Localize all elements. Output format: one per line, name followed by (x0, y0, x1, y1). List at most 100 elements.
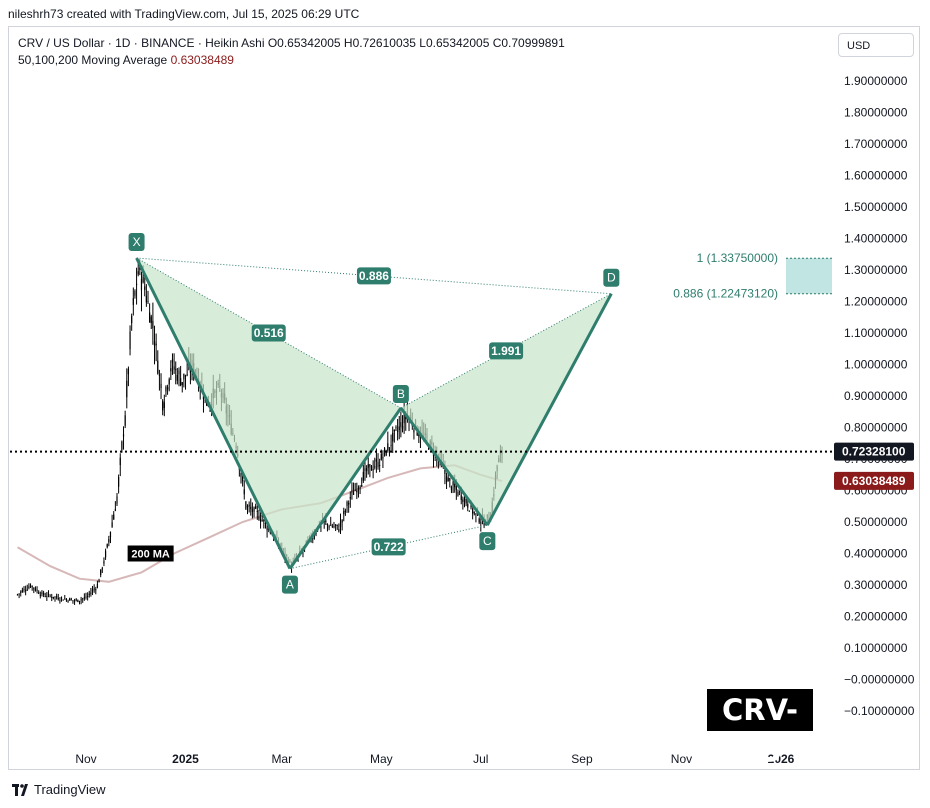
current-price-label: 0.72328100 (842, 445, 906, 459)
candle-body (400, 422, 402, 427)
candle-body (468, 510, 470, 512)
candle-body (338, 529, 340, 532)
candle-body (180, 378, 182, 386)
y-tick-label: 0.10000000 (844, 641, 908, 655)
point-badge (392, 384, 409, 403)
x-tick-label: Mar (271, 752, 292, 766)
candle-body (108, 538, 110, 543)
candle-body (85, 596, 87, 598)
candle-body (175, 369, 177, 371)
y-tick-label: 1.20000000 (844, 295, 908, 309)
candle-body (364, 468, 366, 471)
candle-body (101, 568, 103, 570)
candle-body (64, 598, 66, 600)
candle-body (131, 316, 133, 324)
footer-brand[interactable]: TradingView (12, 782, 106, 797)
candle-body (388, 447, 391, 449)
candle-body (165, 386, 167, 392)
candle-body (472, 508, 474, 514)
candle-body (90, 592, 92, 595)
candle-body (170, 368, 172, 372)
candle-body (390, 444, 392, 446)
candle-body (444, 469, 446, 474)
candle-body (372, 469, 374, 471)
candle-body (256, 511, 258, 513)
candle-body (46, 595, 48, 597)
candle-body (31, 586, 33, 588)
candle-body (51, 596, 53, 598)
candle-body (137, 271, 139, 275)
ratio-badge (251, 324, 286, 342)
price-axis: 1.90000000 1.80000000 1.70000000 1.60000000… (844, 74, 915, 718)
ratio-badge (356, 267, 391, 285)
candle-body (96, 584, 99, 588)
candle-body (135, 283, 138, 285)
y-tick-label: 1.60000000 (844, 169, 908, 183)
y-tick-label: 0.90000000 (844, 389, 908, 403)
candle-body (413, 430, 415, 433)
candle-body (483, 521, 485, 527)
ratio-badge (371, 538, 406, 556)
candle-body (144, 286, 146, 290)
candle-body (459, 491, 461, 493)
candle-body (475, 513, 477, 515)
candle-body (75, 599, 77, 601)
candle-body (72, 600, 74, 602)
candle-body (52, 596, 54, 598)
candle-body (166, 387, 169, 390)
point-badge (128, 233, 145, 252)
point-badge (281, 575, 298, 594)
candle-body (121, 441, 123, 451)
candle-body (335, 524, 337, 526)
candle-body (41, 592, 43, 595)
candle-body (20, 591, 22, 593)
candle-body (462, 499, 464, 503)
candle-body (450, 486, 453, 491)
candle-body (362, 471, 364, 481)
candle-body (263, 520, 265, 522)
candle-body (470, 503, 472, 508)
candle-body (328, 526, 330, 528)
candle-body (70, 599, 72, 601)
symbol-legend: CRV / US Dollar · 1D · BINANCE · Heikin … (18, 36, 565, 50)
candle-body (323, 521, 325, 523)
candle-body (16, 594, 19, 596)
ratio-label: 0.516 (254, 326, 284, 340)
candle-body (93, 588, 95, 590)
ma-label-badge (127, 545, 174, 562)
candle-body (397, 430, 399, 432)
candle-body (377, 461, 379, 468)
candle-body (65, 599, 68, 601)
candle-body (374, 466, 376, 468)
chart-frame (8, 26, 920, 770)
x-tick-label: May (370, 752, 393, 766)
y-tick-label: 1.30000000 (844, 263, 908, 277)
ratio-line (289, 524, 488, 570)
candle-body (251, 509, 254, 513)
candle-body (385, 451, 387, 456)
candle-body (405, 416, 407, 420)
candle-body (346, 501, 348, 506)
candle-body (401, 426, 404, 429)
y-tick-label: 1.10000000 (844, 326, 908, 340)
candle-body (95, 589, 97, 591)
x-tick-label: Sep (571, 752, 593, 766)
y-tick-label: 0.80000000 (844, 421, 908, 435)
candle-body (173, 366, 175, 370)
candle-body (398, 426, 400, 431)
symbol-watermark: CRV-1D (707, 689, 813, 769)
point-badge (479, 532, 496, 551)
candle-body (366, 467, 368, 472)
candle-body (181, 382, 183, 386)
currency-button[interactable]: USD (838, 33, 914, 57)
candle-body (269, 532, 271, 534)
candle-body (183, 373, 185, 380)
candle-body (129, 331, 131, 350)
candle-body (259, 519, 262, 522)
candle-body (100, 569, 102, 575)
candle-body (264, 522, 267, 524)
tradingview-logo-icon (12, 783, 28, 796)
y-tick-label: 1.00000000 (844, 358, 908, 372)
candle-body (38, 592, 40, 594)
